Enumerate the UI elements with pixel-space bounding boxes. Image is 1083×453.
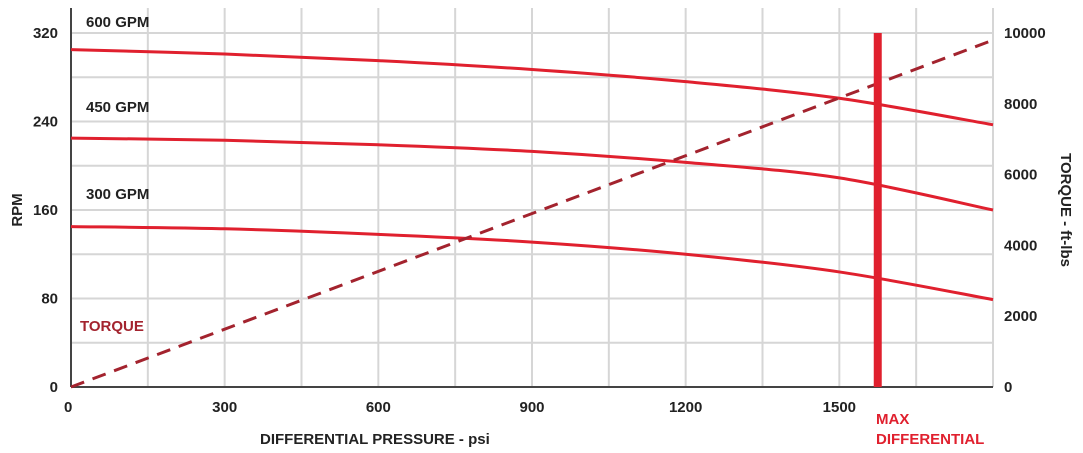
x-tick-label: 600 [366, 399, 391, 416]
series-label-torque: TORQUE [80, 318, 144, 335]
y-tick-labels: 0 80 160 240 320 [33, 25, 58, 396]
y2-axis-title: TORQUE - ft-lbs [1057, 153, 1074, 267]
curves [70, 33, 994, 389]
x-tick-label: 300 [212, 399, 237, 416]
y-tick-label: 80 [41, 291, 58, 308]
y-axis-title: RPM [9, 193, 26, 226]
y2-tick-label: 6000 [1004, 167, 1037, 184]
y-tick-label: 240 [33, 114, 58, 131]
y-tick-label: 160 [33, 202, 58, 219]
marker-label-line1: MAX [876, 411, 909, 428]
x-tick-label: 900 [519, 399, 544, 416]
x-tick-labels: 0 300 600 900 1200 1500 [64, 399, 856, 416]
marker-label-line2: DIFFERENTIAL [876, 431, 984, 448]
series-labels: 600 GPM 450 GPM 300 GPM TORQUE [80, 14, 149, 335]
y2-tick-label: 10000 [1004, 25, 1046, 42]
y2-tick-label: 0 [1004, 379, 1012, 396]
grid [70, 8, 994, 388]
series-line-600-gpm [70, 48, 994, 127]
x-tick-label: 0 [64, 399, 72, 416]
series-label-300-gpm: 300 GPM [86, 186, 149, 203]
series-label-600-gpm: 600 GPM [86, 14, 149, 31]
x-axis-title: DIFFERENTIAL PRESSURE - psi [260, 431, 490, 448]
y-tick-label: 0 [50, 379, 58, 396]
y2-tick-label: 8000 [1004, 96, 1037, 113]
x-tick-label: 1500 [823, 399, 856, 416]
x-tick-label: 1200 [669, 399, 702, 416]
series-label-450-gpm: 450 GPM [86, 99, 149, 116]
y2-tick-label: 4000 [1004, 237, 1037, 254]
series-line-300-gpm [70, 225, 994, 302]
y-tick-label: 320 [33, 25, 58, 42]
series-line-torque [70, 38, 994, 389]
y2-tick-label: 2000 [1004, 308, 1037, 325]
y2-tick-labels: 0 2000 4000 6000 8000 10000 [1004, 25, 1046, 396]
series-line-450-gpm [70, 136, 994, 212]
